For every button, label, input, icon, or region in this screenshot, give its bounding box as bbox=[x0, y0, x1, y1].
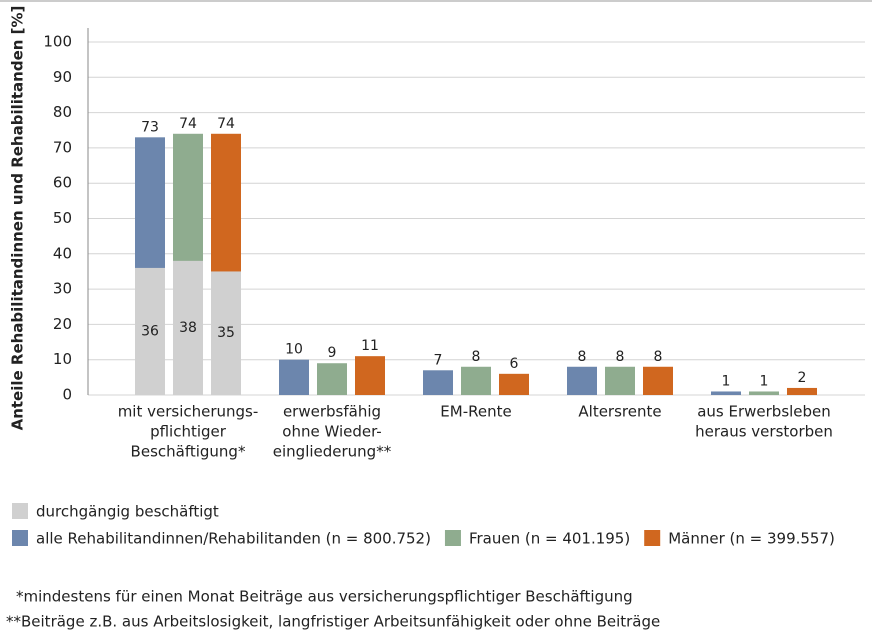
bar bbox=[461, 366, 491, 395]
value-label: 9 bbox=[328, 345, 337, 361]
x-tick-label: EM-Rente bbox=[440, 403, 511, 421]
subset-bar bbox=[173, 260, 203, 395]
value-label: 2 bbox=[798, 370, 807, 386]
legend-swatch bbox=[644, 530, 661, 546]
y-axis-label: Anteile Rehabilitandinnen und Rehabilita… bbox=[9, 6, 27, 431]
subset-value-label: 35 bbox=[217, 325, 235, 341]
y-tick-label: 50 bbox=[53, 209, 72, 227]
legend-label: durchgängig beschäftigt bbox=[36, 503, 219, 521]
x-tick-label: Beschäftigung* bbox=[131, 443, 246, 461]
x-tick-label: erwerbsfähig bbox=[283, 403, 381, 421]
bar bbox=[787, 387, 817, 395]
value-label: 8 bbox=[616, 349, 625, 365]
value-label: 8 bbox=[472, 349, 481, 365]
value-label: 1 bbox=[760, 373, 769, 389]
subset-value-label: 36 bbox=[141, 323, 159, 339]
y-tick-label: 20 bbox=[53, 315, 72, 333]
value-label: 73 bbox=[141, 119, 159, 135]
footnote: **Beiträge z.B. aus Arbeitslosigkeit, la… bbox=[6, 613, 660, 631]
value-label: 1 bbox=[722, 373, 731, 389]
bar bbox=[355, 356, 385, 395]
legend-swatch bbox=[444, 530, 461, 546]
y-tick-label: 90 bbox=[53, 68, 72, 86]
bar bbox=[711, 391, 741, 395]
legend-label: alle Rehabilitandinnen/Rehabilitanden (n… bbox=[36, 530, 431, 548]
value-label: 11 bbox=[361, 338, 379, 354]
value-label: 7 bbox=[434, 352, 443, 368]
subset-bar bbox=[211, 271, 241, 395]
y-tick-label: 10 bbox=[53, 350, 72, 368]
subset-value-label: 38 bbox=[179, 320, 197, 336]
y-tick-label: 0 bbox=[62, 386, 72, 404]
value-label: 8 bbox=[654, 349, 663, 365]
y-tick-label: 80 bbox=[53, 103, 72, 121]
value-label: 10 bbox=[285, 342, 303, 358]
y-tick-label: 40 bbox=[53, 244, 72, 262]
x-tick-label: ohne Wieder- bbox=[282, 423, 381, 441]
bar bbox=[567, 366, 597, 395]
x-tick-label: heraus verstorben bbox=[695, 423, 833, 441]
bar bbox=[643, 366, 673, 395]
legend-label: Männer (n = 399.557) bbox=[668, 530, 835, 548]
x-tick-label: mit versicherungs- bbox=[118, 403, 259, 421]
value-label: 8 bbox=[578, 349, 587, 365]
y-tick-label: 30 bbox=[53, 280, 72, 298]
bar bbox=[499, 373, 529, 395]
bar bbox=[423, 370, 453, 395]
y-tick-label: 100 bbox=[43, 33, 72, 51]
value-label: 6 bbox=[510, 356, 519, 372]
subset-bar bbox=[135, 267, 165, 395]
x-tick-label: Altersrente bbox=[578, 403, 661, 421]
x-tick-label: aus Erwerbsleben bbox=[697, 403, 831, 421]
bar bbox=[317, 363, 347, 395]
bar bbox=[749, 391, 779, 395]
value-label: 74 bbox=[217, 116, 235, 132]
legend-label: Frauen (n = 401.195) bbox=[469, 530, 630, 548]
legend-swatch bbox=[12, 530, 28, 546]
x-tick-label: pflichtiger bbox=[150, 423, 227, 441]
y-tick-label: 70 bbox=[53, 138, 72, 156]
y-tick-label: 60 bbox=[53, 174, 72, 192]
legend-swatch bbox=[12, 503, 28, 519]
bar bbox=[279, 359, 309, 395]
footnote: *mindestens für einen Monat Beiträge aus… bbox=[16, 588, 633, 606]
value-label: 74 bbox=[179, 116, 197, 132]
bar bbox=[605, 366, 635, 395]
x-tick-label: eingliederung** bbox=[273, 443, 392, 461]
